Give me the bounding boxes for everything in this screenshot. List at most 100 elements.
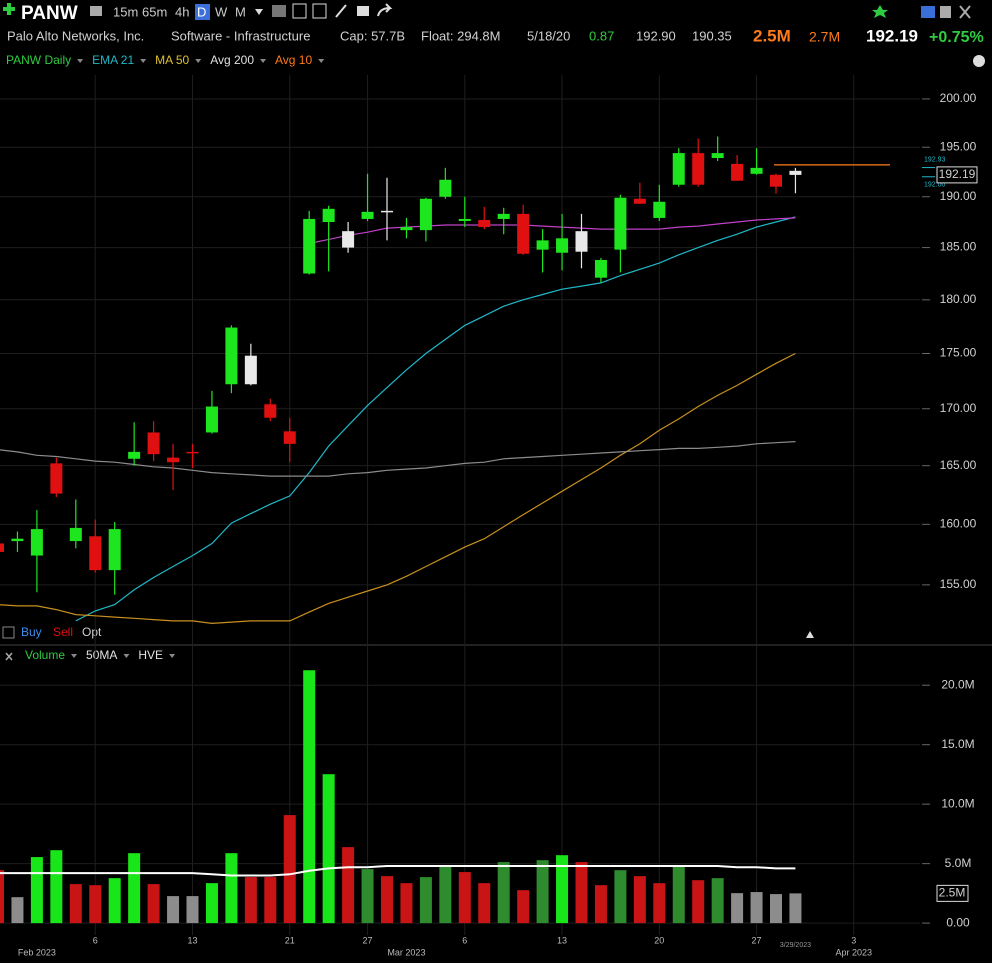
x-month-label: Apr 2023 [836,947,873,957]
close-icon[interactable] [959,5,971,19]
tag-icon[interactable] [90,6,102,16]
market-cap: Cap: 57.7B [340,28,405,43]
star-icon[interactable] [872,5,888,18]
y-tick-label: 160.00 [940,517,977,531]
volume-bar [789,893,802,924]
trade-icon[interactable] [2,626,15,639]
candle-body [128,451,141,459]
last-volume-box [936,884,969,902]
s-icon[interactable] [921,6,935,18]
volume-legend: Volume 50MA HVE [25,648,176,662]
date: 5/18/20 [527,28,570,43]
legend-item[interactable]: HVE [138,648,163,662]
draw-icon[interactable] [335,4,347,18]
volume-bar [497,862,510,924]
legend-item[interactable]: EMA 21 [92,53,134,67]
y-tick-label: 175.00 [940,346,977,360]
y-tick-label: 190.00 [940,189,977,203]
candle-body [322,208,335,222]
tool-icon[interactable] [272,5,286,17]
candle-body [711,153,724,159]
volume-bar [69,884,82,924]
interval[interactable]: W [215,4,228,19]
moving-average-line [0,352,796,625]
volume-bar [633,876,646,924]
legend-item[interactable]: Avg 10 [275,53,312,67]
volume-bar [361,869,374,924]
volume-bar [11,897,24,924]
candle-body [672,153,685,185]
volume-bar [517,890,530,924]
volume-bar [594,885,607,924]
interval[interactable]: 4h [175,4,189,19]
current-date: 3/29/2023 [780,942,811,949]
volume-bar [205,883,218,924]
candle-body [11,538,24,542]
y-tick-label: 0.00 [946,915,970,929]
header: Palo Alto Networks, Inc. Software - Infr… [7,26,984,46]
price-marker-label: 192.93 [924,156,946,163]
volume-bar [556,855,569,924]
industry: Software - Infrastructure [171,28,310,43]
add-icon[interactable] [7,3,11,15]
candle-body [478,219,491,228]
candle-body [731,163,744,181]
candle-body [614,197,627,250]
tool-icon[interactable] [292,3,307,19]
last-price-box [936,166,978,184]
candle-body [264,404,277,418]
volume-bar [342,847,355,924]
dropdown-icon[interactable] [255,9,263,15]
company: Palo Alto Networks, Inc. [7,28,144,43]
candle-body [439,179,452,197]
plot-area [0,75,920,935]
candle-body [205,406,218,433]
legend-item[interactable]: MA 50 [155,53,189,67]
x-tick-label: 6 [93,935,98,945]
x-tick-label: 3 [851,935,856,945]
legend-item[interactable]: Avg 200 [210,53,254,67]
legend-dropdown [260,59,267,63]
legend-dropdown [77,59,84,63]
volume-bar [672,866,685,924]
interval[interactable]: D [197,4,206,19]
legend-item[interactable]: Volume [25,648,65,662]
options-button[interactable]: Opt [82,625,102,639]
volume-bar [128,853,141,924]
volume-bar [244,877,257,924]
legend-item[interactable]: 50MA [86,648,117,662]
candle-body [633,198,646,204]
volume-bar [692,880,705,924]
collapse-icon[interactable] [806,631,814,638]
volume-bar [225,853,238,924]
y-tick-label: 10.0M [941,796,974,810]
legend-item[interactable]: PANW Daily [6,53,71,67]
close-panel-icon[interactable] [5,652,13,661]
interval[interactable]: 65m [142,4,167,19]
interval[interactable]: 15m [113,4,138,19]
x-tick-label: 13 [187,935,197,945]
symbol[interactable]: PANW [21,3,78,24]
volume-bar [750,892,763,924]
volume-bar [731,893,744,924]
y-tick-label: 170.00 [940,401,977,415]
palette-icon[interactable] [973,55,985,67]
candle-body [400,227,413,231]
volume-bar [89,885,102,924]
overlay-line [309,217,796,245]
active-interval [195,4,210,20]
moving-average-line [0,441,796,477]
candle-body [283,431,296,444]
y-tick-label: 200.00 [940,91,977,105]
candle-body [69,527,82,542]
interval[interactable]: M [235,4,246,19]
candle-body [575,231,588,252]
tool-icon[interactable] [357,6,369,16]
candle-body [30,529,43,556]
buy-button[interactable]: Buy [21,625,42,639]
share-icon[interactable] [377,3,393,17]
save-icon[interactable] [940,6,951,18]
tool-icon[interactable] [312,3,327,19]
sell-button[interactable]: Sell [53,625,73,639]
